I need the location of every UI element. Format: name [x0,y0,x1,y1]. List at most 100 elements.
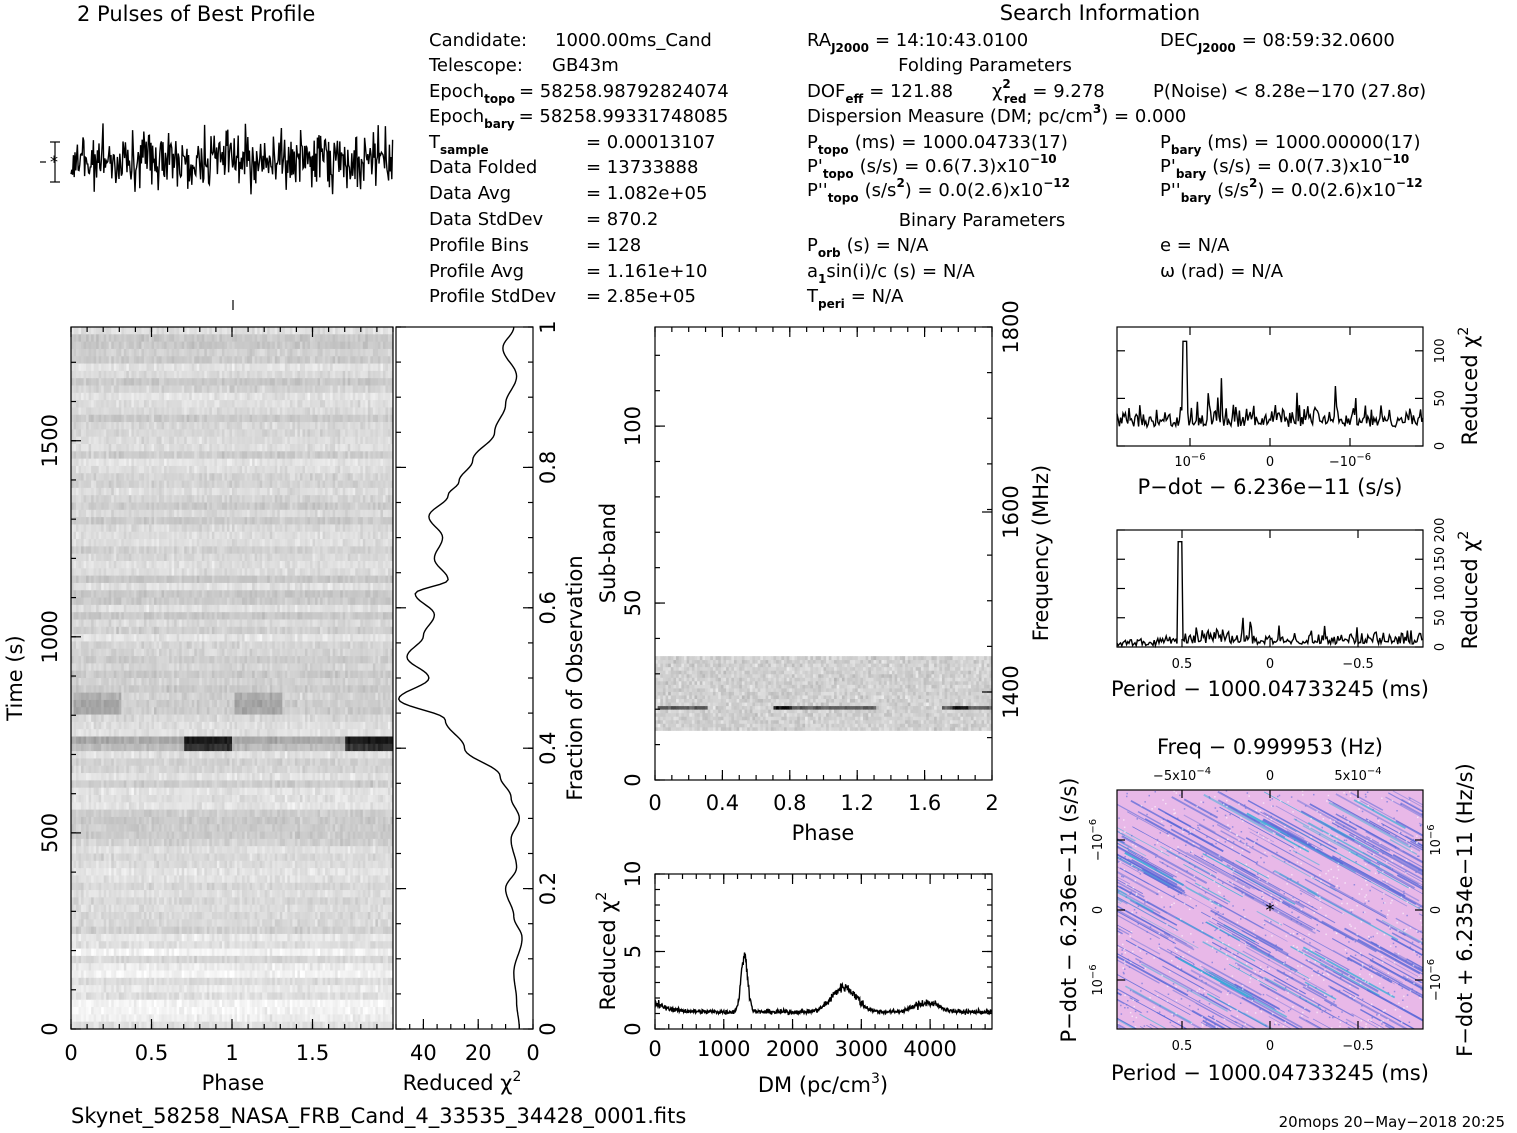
time-phase-pixel [269,597,273,606]
time-phase-pixel [234,407,238,416]
time-phase-pixel [171,539,175,547]
time-phase-pixel [292,363,296,372]
time-phase-pixel [186,327,190,335]
time-phase-pixel [297,590,301,598]
time-phase-pixel [239,341,243,350]
time-phase-pixel [365,451,369,460]
time-phase-pixel [355,531,359,540]
time-phase-pixel [159,553,162,562]
time-phase-pixel [327,487,331,496]
time-phase-pixel [302,370,306,379]
time-phase-pixel [362,429,366,438]
time-phase-pixel [176,539,180,547]
time-phase-pixel [179,517,183,525]
time-phase-pixel [131,341,135,350]
time-phase-pixel [254,327,258,335]
time-phase-pixel [382,348,386,357]
time-phase-pixel [292,414,296,423]
time-phase-pixel [91,495,95,503]
time-phase-pixel [382,422,386,430]
time-phase-pixel [141,524,145,533]
time-phase-pixel [282,524,286,533]
time-phase-pixel [161,597,165,606]
time-phase-pixel [211,458,215,467]
time-phase-pixel [302,378,306,386]
time-phase-pixel [262,590,266,598]
time-phase-pixel [199,546,203,555]
time-phase-pixel [171,458,175,467]
time-phase-pixel [272,539,276,547]
time-phase-pixel [352,590,356,598]
time-phase-pixel [106,378,110,386]
time-phase-pixel [232,524,235,533]
time-phase-pixel [143,451,147,460]
time-phase-pixel [141,436,145,445]
time-phase-pixel [355,414,359,423]
time-phase-pixel [108,495,112,503]
time-phase-pixel [362,524,366,533]
time-phase-pixel [340,392,344,401]
time-phase-pixel [282,348,286,357]
time-phase-pixel [133,385,137,394]
time-phase-pixel [360,458,364,467]
time-phase-pixel [320,370,323,379]
time-phase-pixel [96,429,100,438]
time-phase-pixel [307,422,311,430]
time-phase-pixel [161,392,165,401]
time-phase-pixel [93,561,97,569]
time-phase-pixel [277,604,281,613]
time-phase-pixel [385,422,389,430]
time-phase-pixel [73,502,77,511]
time-phase-pixel [148,487,152,496]
time-phase-pixel [151,509,155,518]
time-phase-pixel [199,458,203,467]
time-phase-pixel [73,363,77,372]
time-phase-pixel [224,465,228,474]
time-phase-pixel [194,400,198,408]
time-phase-pixel [73,327,77,335]
time-phase-pixel [226,385,230,394]
time-phase-pixel [320,327,323,335]
time-phase-pixel [335,451,339,460]
time-phase-pixel [143,553,147,562]
time-phase-pixel [181,487,185,496]
time-phase-pixel [292,407,296,416]
time-phase-pixel [232,422,235,430]
time-phase-pixel [214,370,218,379]
time-phase-pixel [128,604,132,613]
time-phase-pixel [249,363,253,372]
time-phase-pixel [98,422,102,430]
time-phase-pixel [385,546,389,555]
time-phase-pixel [269,378,273,386]
time-phase-pixel [103,451,107,460]
time-phase-pixel [156,575,160,584]
time-phase-pixel [367,568,371,577]
time-phase-pixel [259,539,263,547]
time-phase-pixel [350,597,354,606]
time-phase-pixel [360,414,364,423]
time-phase-pixel [287,590,291,598]
time-phase-pixel [76,568,79,577]
time-phase-pixel [219,356,223,364]
time-phase-pixel [196,568,200,577]
time-phase-pixel [252,422,256,430]
time-phase-pixel [96,604,100,613]
time-phase-pixel [304,480,308,489]
time-phase-pixel [362,458,366,467]
time-phase-pixel [219,553,223,562]
time-phase-pixel [294,422,298,430]
info-row-6: Data Avg = 1.082e+05 [429,183,707,204]
time-phase-pixel [76,429,79,438]
time-phase-pixel [126,604,130,613]
time-phase-pixel [131,509,135,518]
time-phase-pixel [196,604,200,613]
time-phase-pixel [196,517,200,525]
time-phase-pixel [126,392,130,401]
time-phase-pixel [257,561,261,569]
time-phase-pixel [277,327,281,335]
time-phase-pixel [367,458,371,467]
search-info: Search Information RAJ2000 = 14:10:43.010… [806,1,1426,311]
time-phase-pixel [143,436,147,445]
time-phase-pixel [88,590,92,598]
time-phase-pixel [133,473,137,481]
